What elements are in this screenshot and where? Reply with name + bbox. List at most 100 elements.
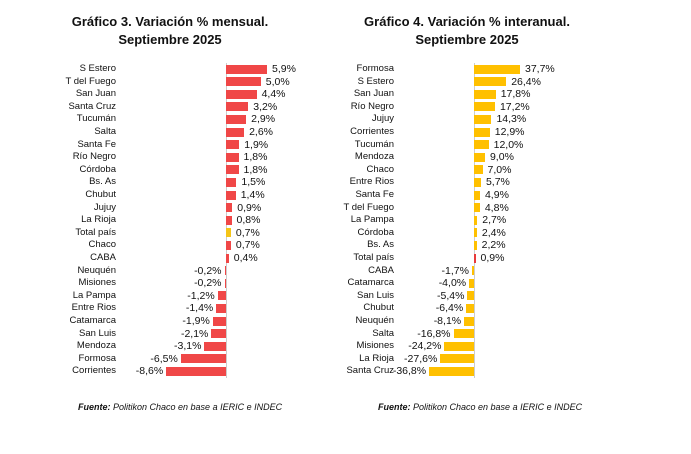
data-label: 0,7% [235, 239, 260, 252]
category-label: Jujuy [93, 201, 116, 213]
category-label: Córdoba [79, 163, 116, 175]
bar [474, 77, 507, 87]
category-label: San Luis [79, 327, 116, 339]
data-label: 7,0% [487, 163, 512, 176]
bar [474, 64, 520, 74]
category-label: Río Negro [350, 100, 394, 112]
data-label: 2,2% [481, 239, 506, 252]
bar [226, 114, 247, 124]
data-label: 17,8% [500, 88, 531, 101]
category-label: Formosa [356, 63, 394, 74]
data-label: 5,7% [485, 176, 510, 189]
source-note-left: Fuente: Politikon Chaco en base a IERIC … [78, 402, 282, 412]
data-label: -16,8% [417, 327, 451, 340]
category-label: Bs. As [89, 176, 116, 188]
data-label: 1,8% [243, 151, 268, 164]
category-label: Misiones [78, 277, 117, 289]
data-label: 2,4% [481, 226, 506, 239]
category-label: S Estero [357, 75, 394, 87]
category-label: Entre Rios [349, 176, 394, 188]
data-label: -1,9% [182, 315, 210, 327]
category-label: Santa Fe [77, 138, 116, 150]
title-line-1: Gráfico 3. Variación % mensual. [71, 14, 269, 29]
category-label: Chaco [88, 239, 116, 251]
category-label: Formosa [78, 352, 116, 364]
category-label: San Luis [357, 289, 394, 301]
category-label: Neuquén [355, 315, 394, 326]
data-label: -6,5% [150, 352, 178, 365]
data-label: -3,1% [174, 340, 202, 353]
data-label: 37,7% [524, 63, 555, 75]
source-text: Politikon Chaco en base a IERIC e INDEC [410, 402, 583, 412]
category-label: Santa Fe [355, 189, 394, 200]
data-label: 1,4% [240, 189, 265, 201]
data-label: 2,6% [249, 126, 273, 138]
bar [217, 291, 226, 301]
bar [226, 102, 249, 112]
data-label: 2,7% [482, 214, 507, 227]
bar [474, 152, 485, 162]
category-label: Río Negro [72, 151, 116, 163]
category-label: Tucumán [76, 113, 116, 125]
bar [474, 140, 489, 150]
data-label: -36,8% [392, 365, 427, 378]
data-label: -27,6% [404, 352, 438, 365]
bar [474, 228, 477, 238]
data-label: 4,9% [484, 189, 509, 201]
category-label: Santa Cruz [68, 100, 116, 112]
data-label: -1,7% [441, 264, 469, 277]
data-label: -4,0% [438, 277, 467, 290]
category-label: Mendoza [76, 340, 116, 352]
bar [226, 127, 245, 137]
data-label: -0,2% [194, 264, 222, 277]
source-note-right: Fuente: Politikon Chaco en base a IERIC … [378, 402, 582, 412]
category-label: Chubut [85, 189, 116, 200]
bar [471, 266, 474, 276]
data-label: 2,9% [251, 113, 276, 126]
data-label: 4,8% [484, 201, 509, 214]
bar [224, 278, 226, 288]
data-label: 5,9% [272, 63, 296, 75]
bar [474, 89, 496, 99]
bar [474, 177, 481, 187]
source-label: Fuente: [378, 402, 411, 412]
category-label: Chaco [366, 163, 394, 175]
data-label: 12,9% [494, 126, 525, 138]
category-label: Chubut [363, 302, 394, 314]
bar [226, 215, 232, 225]
category-label: T del Fuego [65, 75, 116, 87]
bar [212, 316, 226, 326]
category-label: Tucumán [354, 138, 394, 150]
bar [226, 240, 231, 250]
bar [226, 177, 237, 187]
chart-title-yearly: Gráfico 4. Variación % interanual. Septi… [317, 13, 617, 49]
title-line-2: Septiembre 2025 [415, 32, 519, 47]
title-line-1: Gráfico 4. Variación % interanual. [364, 14, 570, 29]
bar [474, 203, 480, 213]
data-label: -0,2% [194, 277, 222, 290]
data-label: 0,8% [236, 214, 261, 227]
bar [216, 303, 226, 313]
bar [204, 341, 226, 351]
title-line-2: Septiembre 2025 [118, 32, 222, 47]
bar [211, 329, 226, 339]
data-label: 17,2% [499, 100, 530, 113]
category-label: Salta [94, 126, 116, 137]
bar [474, 215, 478, 225]
category-label: S Estero [79, 63, 116, 74]
bar [226, 64, 267, 74]
category-label: La Rioja [359, 352, 394, 364]
bar [474, 240, 477, 250]
bar [474, 165, 483, 175]
bar [226, 228, 231, 238]
bar [226, 140, 240, 150]
bar [226, 89, 257, 99]
bar [440, 354, 474, 364]
data-label: 1,8% [243, 163, 268, 176]
category-label: CABA [368, 264, 394, 276]
bar [226, 165, 239, 175]
bar [226, 203, 233, 213]
category-label: Salta [372, 327, 394, 339]
category-label: Total país [353, 252, 394, 263]
category-label: Neuquén [77, 264, 116, 276]
